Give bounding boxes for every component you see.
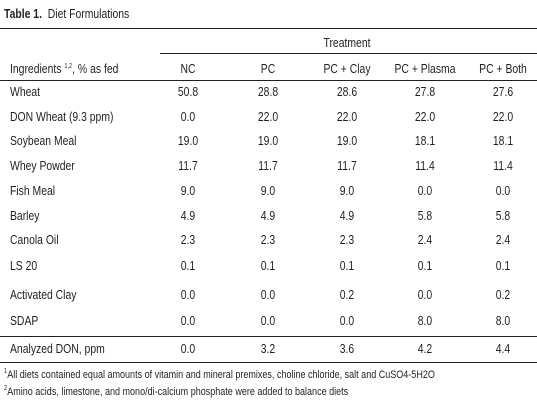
cell: 4.9 — [260, 208, 276, 223]
cell: 28.8 — [257, 84, 279, 99]
cell: 0.0 — [180, 313, 196, 328]
cell: 0.0 — [180, 341, 196, 356]
header-text: Ingredients — [10, 61, 62, 76]
column-header: NC — [180, 61, 196, 76]
cell: 19.0 — [336, 133, 358, 148]
rule — [0, 28, 537, 29]
cell: 22.0 — [492, 109, 514, 124]
cell: 2.4 — [417, 232, 433, 247]
cell: 4.2 — [417, 341, 433, 356]
cell: 28.6 — [336, 84, 358, 99]
cell: 50.8 — [177, 84, 199, 99]
cell: 0.0 — [417, 287, 433, 302]
footnote: 2Amino acids, limestone, and mono/di-cal… — [4, 384, 348, 400]
group-header: Treatment — [323, 35, 371, 50]
cell: 3.6 — [339, 341, 355, 356]
cell: 2.4 — [495, 232, 511, 247]
cell: 0.1 — [417, 258, 433, 273]
cell: 0.0 — [260, 313, 276, 328]
row-label: Wheat — [10, 84, 41, 99]
cell: 0.1 — [339, 258, 355, 273]
row-label: Activated Clay — [10, 287, 77, 302]
footnote-mark: 1 — [4, 368, 8, 375]
cell: 9.0 — [180, 183, 196, 198]
cell: 4.9 — [180, 208, 196, 223]
cell: 0.1 — [495, 258, 511, 273]
row-label: Barley — [10, 208, 40, 223]
cell: 4.4 — [495, 341, 511, 356]
cell: 0.0 — [339, 313, 355, 328]
cell: 22.0 — [414, 109, 436, 124]
footnote-text: Amino acids, limestone, and mono/di-calc… — [7, 386, 349, 398]
rule — [0, 362, 537, 363]
cell: 4.9 — [339, 208, 355, 223]
cell: 0.0 — [180, 287, 196, 302]
column-header: PC + Clay — [323, 61, 371, 76]
row-label: Soybean Meal — [10, 133, 77, 148]
footnote-mark: 2 — [4, 385, 8, 392]
cell: 22.0 — [336, 109, 358, 124]
cell: 0.2 — [495, 287, 511, 302]
cell: 8.0 — [495, 313, 511, 328]
cell: 11.7 — [258, 158, 278, 173]
cell: 3.2 — [260, 341, 276, 356]
cell: 22.0 — [257, 109, 279, 124]
cell: 0.0 — [180, 109, 196, 124]
cell: 2.3 — [180, 232, 196, 247]
header-suffix: , % as fed — [72, 61, 119, 76]
cell: 11.4 — [493, 158, 513, 173]
cell: 0.2 — [339, 287, 355, 302]
cell: 8.0 — [417, 313, 433, 328]
row-label: Analyzed DON, ppm — [10, 341, 105, 356]
title-text: Diet Formulations — [47, 6, 130, 21]
cell: 11.4 — [415, 158, 435, 173]
cell: 0.1 — [180, 258, 196, 273]
rule — [0, 336, 537, 337]
cell: 0.0 — [260, 287, 276, 302]
cell: 9.0 — [260, 183, 276, 198]
cell: 5.8 — [417, 208, 433, 223]
cell: 2.3 — [260, 232, 276, 247]
row-label: Fish Meal — [10, 183, 56, 198]
row-label: LS 20 — [10, 258, 38, 273]
column-header: PC + Plasma — [394, 61, 456, 76]
header-sup: 1,2 — [64, 63, 73, 70]
footnote-text: All diets contained equal amounts of vit… — [7, 369, 435, 381]
column-header: PC — [260, 61, 276, 76]
rule — [160, 53, 537, 54]
cell: 19.0 — [177, 133, 199, 148]
row-label: DON Wheat (9.3 ppm) — [10, 109, 114, 124]
cell: 9.0 — [339, 183, 355, 198]
column-header: PC + Both — [479, 61, 527, 76]
rule — [0, 80, 537, 81]
cell: 2.3 — [339, 232, 355, 247]
footnote: 1All diets contained equal amounts of vi… — [4, 367, 435, 383]
cell: 5.8 — [495, 208, 511, 223]
cell: 27.6 — [492, 84, 514, 99]
table-title: Table 1. Diet Formulations — [4, 6, 129, 22]
cell: 19.0 — [257, 133, 279, 148]
row-label: Canola Oil — [10, 232, 59, 247]
cell: 27.8 — [414, 84, 436, 99]
cell: 0.1 — [260, 258, 276, 273]
cell: 0.0 — [417, 183, 433, 198]
cell: 11.7 — [337, 158, 357, 173]
cell: 11.7 — [178, 158, 198, 173]
cell: 0.0 — [495, 183, 511, 198]
row-label: Whey Powder — [10, 158, 75, 173]
row-label: SDAP — [10, 313, 39, 328]
cell: 18.1 — [492, 133, 514, 148]
cell: 18.1 — [414, 133, 436, 148]
ingredient-header: Ingredients 1,2, % as fed — [10, 61, 118, 77]
title-label: Table 1. — [4, 6, 42, 21]
